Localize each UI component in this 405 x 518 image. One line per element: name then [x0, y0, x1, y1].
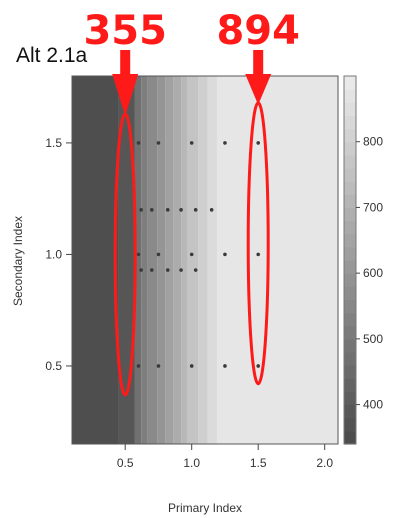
- colorbar-swatch: [344, 207, 356, 222]
- colorbar-swatch: [344, 391, 356, 406]
- design-point: [136, 364, 141, 368]
- design-point: [189, 364, 194, 368]
- colorbar-swatch: [344, 246, 356, 261]
- colorbar-swatch: [344, 404, 356, 419]
- callout-value: 894: [216, 8, 300, 54]
- colorbar-swatch: [344, 141, 356, 156]
- colorbar-swatch: [344, 378, 356, 393]
- colorbar-tick-label: 600: [363, 266, 383, 280]
- colorbar-swatch: [344, 194, 356, 209]
- x-axis: 0.5 1.0 1.5 2.0: [117, 444, 333, 470]
- heatmap-band: [207, 76, 217, 444]
- heatmap-band: [181, 76, 188, 444]
- heatmap-band: [187, 76, 199, 444]
- panel-title: Alt 2.1a: [16, 44, 88, 67]
- colorbar-swatch: [344, 260, 356, 274]
- design-point: [223, 141, 227, 145]
- y-tick-label: 1.0: [45, 247, 62, 261]
- colorbar-swatch: [344, 181, 356, 195]
- y-axis-label: Secondary Index: [11, 216, 25, 306]
- design-point: [156, 364, 161, 368]
- y-axis: 0.5 1.0 1.5: [45, 136, 72, 373]
- callout-value: 355: [83, 8, 167, 54]
- design-point: [136, 252, 141, 257]
- design-point: [165, 268, 170, 272]
- heatmap-band: [134, 76, 142, 444]
- colorbar-swatch: [344, 325, 356, 340]
- plot-area: [71, 75, 339, 445]
- colorbar-swatch: [344, 220, 356, 235]
- x-tick-label: 0.5: [117, 456, 134, 470]
- colorbar-swatch: [344, 168, 356, 182]
- heatmap-band: [216, 76, 338, 444]
- colorbar-swatch: [344, 154, 356, 169]
- plot-frame: [71, 75, 339, 445]
- colorbar-swatch: [344, 417, 356, 432]
- design-point: [256, 141, 261, 145]
- colorbar-swatch: [344, 299, 356, 314]
- design-point: [223, 252, 227, 257]
- design-point: [179, 208, 183, 212]
- design-point: [193, 208, 198, 212]
- colorbar-swatch: [344, 233, 356, 248]
- callout-arrow-shaft: [120, 50, 131, 76]
- callout-arrow-head: [245, 74, 272, 105]
- design-point: [189, 141, 194, 145]
- design-point: [209, 208, 214, 212]
- colorbar-tick-label: 800: [363, 135, 383, 149]
- heatmap-band: [141, 76, 148, 444]
- heatmap-band: [147, 76, 158, 444]
- heatmap-band: [165, 76, 174, 444]
- x-tick-label: 2.0: [316, 456, 333, 470]
- x-axis-label: Primary Index: [168, 501, 242, 515]
- design-point: [156, 252, 161, 257]
- design-point: [150, 268, 154, 272]
- colorbar-swatch: [344, 430, 356, 445]
- callout-arrow-head: [112, 74, 139, 116]
- heatmap-band: [157, 76, 166, 444]
- design-point: [139, 208, 143, 212]
- design-point: [256, 252, 261, 257]
- colorbar-swatch: [344, 273, 356, 287]
- colorbar-swatch: [344, 338, 356, 353]
- colorbar-tick-label: 500: [363, 332, 383, 346]
- annotations: 355 894: [83, 8, 300, 397]
- heatmap-band: [198, 76, 208, 444]
- design-point: [165, 208, 170, 212]
- y-tick-label: 1.5: [45, 136, 62, 150]
- x-tick-label: 1.5: [250, 456, 267, 470]
- design-point: [139, 268, 143, 272]
- colorbar-swatch: [344, 128, 356, 143]
- heatmap-band: [72, 76, 119, 444]
- colorbar-swatch: [344, 89, 356, 103]
- x-tick-label: 1.0: [183, 456, 200, 470]
- colorbar: 400 500 600 700 800: [343, 75, 383, 445]
- design-point: [223, 364, 227, 368]
- colorbar-swatch: [344, 365, 356, 379]
- colorbar-swatch: [344, 286, 356, 301]
- colorbar-swatch: [344, 312, 356, 327]
- heatmap-band: [118, 76, 135, 444]
- design-point: [136, 141, 141, 145]
- design-point: [150, 208, 154, 212]
- callout-arrow-shaft: [253, 50, 264, 76]
- design-point: [193, 268, 198, 272]
- colorbar-swatch: [344, 76, 356, 90]
- colorbar-frame: [343, 75, 357, 445]
- design-point: [256, 364, 261, 368]
- design-point: [156, 141, 161, 145]
- design-point: [189, 252, 194, 257]
- y-tick-label: 0.5: [45, 359, 62, 373]
- heatmap-band: [173, 76, 182, 444]
- colorbar-tick-label: 400: [363, 398, 383, 412]
- colorbar-swatch: [344, 102, 356, 117]
- colorbar-swatch: [344, 115, 356, 130]
- design-point: [179, 268, 183, 272]
- colorbar-swatch: [344, 352, 356, 366]
- colorbar-tick-label: 700: [363, 200, 383, 214]
